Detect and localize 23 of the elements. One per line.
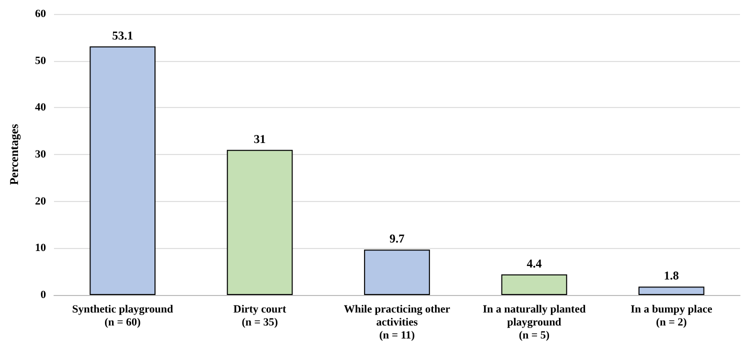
- x-tick-label: Dirty court (n = 35): [233, 304, 287, 328]
- y-tick-label: 60: [35, 8, 46, 20]
- bar: [90, 46, 156, 295]
- bar: [638, 286, 704, 295]
- y-axis-title: Percentages: [7, 124, 21, 186]
- y-tick-label: 50: [35, 54, 46, 67]
- x-tick-label: Synthetic playground (n = 60): [72, 304, 174, 328]
- data-label: 31: [254, 132, 266, 146]
- x-tick-label: In a bumpy place (n = 2): [630, 304, 712, 328]
- y-tick-label: 20: [35, 195, 46, 208]
- y-tick-label: 40: [35, 102, 46, 114]
- bar: [226, 150, 293, 295]
- bar: [501, 274, 568, 295]
- data-label: 53.1: [112, 28, 134, 42]
- y-tick-label: 10: [35, 242, 46, 254]
- data-label: 1.8: [664, 268, 679, 283]
- y-tick-label: 0: [40, 289, 46, 301]
- data-label: 4.4: [526, 256, 542, 270]
- x-tick-label: While practicing other activities (n = 11): [344, 304, 450, 342]
- y-tick-label: 30: [35, 148, 46, 160]
- bar: [364, 250, 430, 295]
- x-tick-label: In a naturally planted playground (n = 5): [482, 304, 586, 342]
- data-label: 9.7: [390, 232, 404, 246]
